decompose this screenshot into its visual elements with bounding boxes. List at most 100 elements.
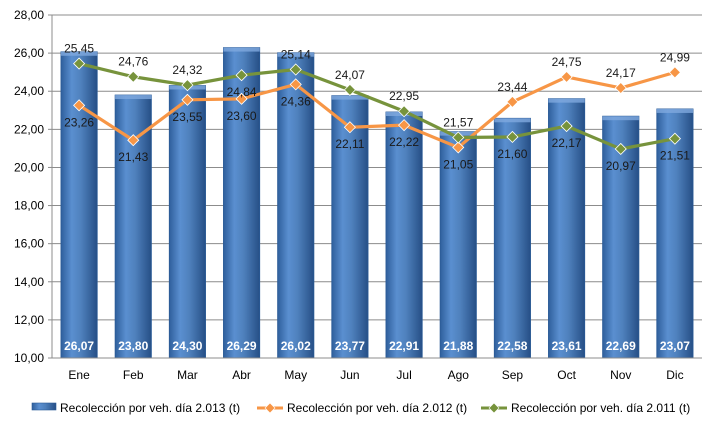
marker-2012 [452, 141, 465, 154]
bar-2013 [60, 51, 98, 359]
marker-2011 [614, 142, 627, 156]
marker-2012 [668, 66, 681, 79]
marker-2011 [127, 70, 140, 83]
label-2012: 23,26 [64, 115, 94, 129]
marker-2011 [560, 120, 573, 133]
x-tick-label: Jul [396, 368, 411, 382]
x-tick-label: Jun [340, 368, 359, 382]
x-tick-label: Feb [123, 368, 144, 382]
marker-2012 [343, 121, 356, 134]
marker-2012 [127, 134, 140, 147]
marker-2012 [398, 119, 411, 132]
y-axis: 10,00 12,00 14,00 16,00 18,00 20,00 22,00 24,00… [14, 8, 53, 365]
bar-2013 [385, 111, 423, 359]
legend: Recolección por veh. día 2.013 (t) Recole… [31, 401, 690, 415]
x-tick-label: Nov [610, 368, 631, 382]
bar-2013-top [115, 95, 152, 100]
grid-lines [52, 14, 702, 359]
marker-2011 [668, 132, 681, 145]
bar-2013 [168, 85, 206, 359]
x-tick-label: Ene [68, 368, 90, 382]
legend-swatch-2013 [31, 402, 57, 411]
y-tick-label: 14,00 [14, 275, 44, 289]
x-tick-label: Ago [448, 368, 470, 382]
label-2012: 24,99 [660, 50, 690, 64]
x-tick-label: Sep [502, 368, 524, 382]
marker-2011 [343, 83, 356, 96]
label-2011: 24,84 [227, 85, 257, 99]
marker-2012 [506, 95, 519, 108]
x-tick-label: May [284, 368, 307, 382]
bar-2013-top [223, 47, 260, 52]
data-labels: 26,07 23,80 24,30 26,29 26,02 23,77 22,91 21,88… [64, 42, 690, 353]
label-2011: 24,76 [118, 55, 148, 69]
label-2011: 22,17 [552, 136, 582, 150]
legend-marker-2011 [488, 402, 500, 414]
label-2012: 21,05 [443, 157, 473, 171]
line-2011 [78, 62, 676, 151]
bar-2013-top [602, 116, 639, 121]
label-2012: 24,75 [552, 55, 582, 69]
bar-2013-label: 26,02 [281, 339, 311, 353]
line-2012 [78, 70, 676, 150]
x-tick-label: Abr [232, 368, 251, 382]
marker-2012 [560, 70, 573, 83]
y-tick-label: 20,00 [14, 160, 44, 174]
legend-marker-2012 [264, 402, 276, 414]
line-series [73, 57, 681, 156]
marker-2011 [73, 57, 86, 70]
y-tick-label: 26,00 [14, 46, 44, 60]
bar-2013-label: 21,88 [443, 339, 473, 353]
marker-2012 [289, 78, 302, 91]
marker-2012 [73, 99, 86, 112]
label-2012: 23,55 [172, 110, 202, 124]
y-tick-label: 12,00 [14, 313, 44, 327]
bar-2013-label: 23,77 [335, 339, 365, 353]
marker-2011 [289, 63, 302, 76]
y-tick-label: 22,00 [14, 122, 44, 136]
label-2011: 20,97 [606, 159, 636, 173]
bar-2013-top [277, 52, 314, 57]
label-2011: 25,45 [64, 42, 94, 56]
y-tick-label: 18,00 [14, 199, 44, 213]
x-tick-label: Dic [666, 368, 683, 382]
bar-2013-label: 22,58 [497, 339, 527, 353]
bar-2013-label: 26,29 [227, 339, 257, 353]
marker-2011 [506, 130, 519, 144]
marker-2012 [614, 81, 627, 95]
bar-2013-label: 22,91 [389, 339, 419, 353]
bar-2013 [331, 95, 369, 359]
x-tick-label: Oct [557, 368, 576, 382]
label-2012: 22,22 [389, 135, 419, 149]
bar-2013 [277, 52, 315, 359]
label-2011: 22,95 [389, 89, 419, 103]
bar-2013-label: 23,80 [118, 339, 148, 353]
bar-2013 [602, 115, 640, 359]
bar-2013-label: 26,07 [64, 339, 94, 353]
label-2012: 23,44 [497, 80, 527, 94]
bar-2013-top [656, 108, 694, 113]
bar-2013-label: 23,07 [660, 339, 690, 353]
bar-2013-label: 24,30 [172, 339, 202, 353]
label-2012: 24,36 [281, 94, 311, 108]
bar-2013 [439, 131, 477, 359]
marker-2012 [235, 92, 248, 105]
x-tick-label: Mar [177, 368, 198, 382]
label-2011: 25,14 [281, 47, 311, 61]
label-2011: 21,60 [497, 147, 527, 161]
bar-2013 [656, 108, 694, 359]
legend-label-2011: Recolección por veh. día 2.011 (t) [511, 401, 690, 415]
label-2012: 21,43 [118, 150, 148, 164]
bar-2013-top [60, 51, 98, 56]
marker-2011 [235, 69, 248, 82]
bar-series-2013 [60, 47, 694, 359]
y-tick-label: 24,00 [14, 84, 44, 98]
marker-2012 [181, 93, 194, 106]
y-tick-label: 10,00 [14, 351, 44, 365]
label-2011: 24,07 [335, 68, 365, 82]
label-2012: 24,17 [606, 66, 636, 80]
legend-label-2013: Recolección por veh. día 2.013 (t) [60, 401, 240, 415]
label-2011: 21,57 [443, 116, 473, 130]
bar-2013 [548, 98, 586, 359]
